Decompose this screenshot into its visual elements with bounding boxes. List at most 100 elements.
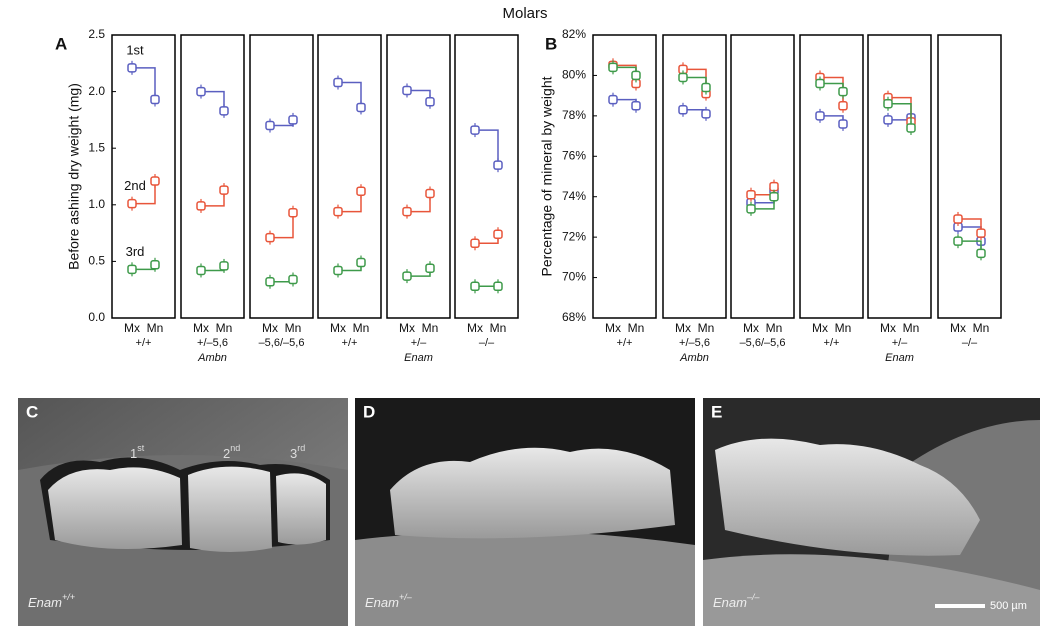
marker <box>402 271 412 281</box>
marker <box>631 101 641 111</box>
x-tick-label: Mn <box>490 321 507 335</box>
x-tick-label: Mx <box>399 321 415 335</box>
subplot-frame <box>317 34 382 319</box>
x-tick-label: Mn <box>353 321 370 335</box>
y-tick-label: 68% <box>562 310 586 324</box>
y-tick-label: 80% <box>562 68 586 82</box>
marker <box>356 186 366 196</box>
y-tick-label: 2.0 <box>88 84 105 98</box>
x-tick-label: Mx <box>124 321 140 335</box>
panel-letter: A <box>55 34 67 53</box>
marker <box>196 265 206 276</box>
subplot-frame <box>180 34 245 319</box>
x-tick-label: Mn <box>766 321 783 335</box>
x-tick-label: Mx <box>880 321 896 335</box>
step-line <box>132 67 156 100</box>
caption-superscript: +/+ <box>62 592 75 602</box>
marker <box>127 63 137 73</box>
marker <box>701 109 711 119</box>
y-tick-label: 82% <box>562 27 586 41</box>
x-tick-label: Mn <box>147 321 164 335</box>
marker <box>219 106 229 116</box>
genotype-label: +/+ <box>342 337 358 349</box>
marker <box>678 105 688 115</box>
x-tick-label: Mx <box>262 321 278 335</box>
image-panel-e <box>703 398 1040 626</box>
marker <box>265 120 275 131</box>
tooth-label: 1st <box>130 443 145 461</box>
group-label: Enam <box>404 352 433 364</box>
subplot-frame <box>730 34 795 319</box>
marker <box>425 97 435 107</box>
marker <box>196 86 206 97</box>
subplot-frame <box>111 34 176 319</box>
x-tick-label: Mn <box>973 321 990 335</box>
marker <box>127 198 137 209</box>
marker <box>953 236 963 246</box>
marker <box>701 82 711 93</box>
panel-letter: D <box>363 402 375 421</box>
x-tick-label: Mx <box>743 321 759 335</box>
marker <box>976 228 986 238</box>
subplot-frame <box>592 34 657 319</box>
marker <box>838 86 848 97</box>
y-tick-label: 0.5 <box>88 254 105 268</box>
genotype-label: –/– <box>962 337 978 349</box>
series-label: 1st <box>126 42 144 57</box>
marker <box>906 123 916 133</box>
image-panel-d <box>355 398 695 626</box>
group-label: Ambn <box>197 352 227 364</box>
marker <box>470 238 480 249</box>
tooth-suffix: st <box>137 443 145 453</box>
genotype-label: +/+ <box>136 337 152 349</box>
marker <box>678 72 688 83</box>
genotype-label: +/+ <box>617 337 633 349</box>
genotype-label: –5,6/–5,6 <box>259 337 305 349</box>
genotype-label: +/+ <box>824 337 840 349</box>
marker <box>493 229 503 239</box>
marker <box>608 62 618 73</box>
marker <box>288 207 298 218</box>
scale-label: 500 µm <box>990 600 1027 612</box>
x-tick-label: Mn <box>216 321 233 335</box>
y-tick-label: 2.5 <box>88 27 105 41</box>
panel-letter: B <box>545 34 557 53</box>
marker <box>150 94 160 105</box>
x-tick-label: Mx <box>467 321 483 335</box>
marker <box>769 191 779 202</box>
step-line <box>338 81 362 108</box>
marker <box>608 94 618 105</box>
y-tick-label: 1.5 <box>88 140 105 154</box>
y-axis-label: Percentage of mineral by weight <box>539 76 555 276</box>
step-line <box>888 102 912 128</box>
marker <box>493 281 503 292</box>
marker <box>333 206 343 217</box>
group-label: Enam <box>885 352 914 364</box>
marker <box>838 119 848 129</box>
y-tick-label: 0.0 <box>88 310 105 324</box>
y-tick-label: 74% <box>562 189 586 203</box>
subplot-frame <box>386 34 451 319</box>
series-label: 3rd <box>126 244 145 259</box>
genotype-label: –/– <box>479 337 495 349</box>
tooth-number: 2 <box>223 446 230 461</box>
subplot-frame <box>249 34 314 319</box>
marker <box>356 257 366 268</box>
image-caption: Enam–/– <box>713 592 760 610</box>
group-label: Ambn <box>679 352 709 364</box>
marker <box>288 274 298 285</box>
x-tick-label: Mx <box>605 321 621 335</box>
series-label: 2nd <box>124 178 146 193</box>
x-tick-label: Mn <box>903 321 920 335</box>
image-caption: Enam+/+ <box>28 592 75 610</box>
marker <box>631 70 641 81</box>
tooth-suffix: rd <box>297 443 305 453</box>
step-line <box>132 181 156 205</box>
marker <box>953 214 963 224</box>
x-tick-label: Mn <box>835 321 852 335</box>
marker <box>127 264 137 275</box>
subplot-frame <box>662 34 727 319</box>
subplot-frame <box>454 34 519 319</box>
x-tick-label: Mx <box>193 321 209 335</box>
x-tick-label: Mn <box>628 321 645 335</box>
